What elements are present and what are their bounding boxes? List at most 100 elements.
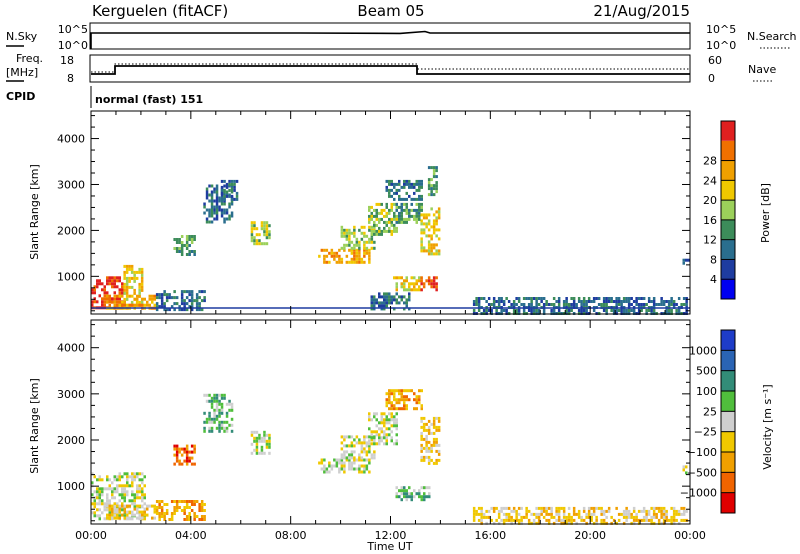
power-echo-cell	[420, 219, 423, 223]
power-echo-cell	[190, 296, 194, 300]
power-echo-cell	[547, 303, 551, 306]
velocity-echo-cell	[230, 405, 234, 409]
power-echo-cell	[400, 285, 403, 289]
velocity-echo-cell	[408, 495, 411, 499]
power-echo-cell	[180, 235, 184, 238]
velocity-echo-cell	[121, 502, 124, 506]
power-echo-cell	[151, 294, 154, 298]
velocity-echo-cell	[375, 412, 378, 416]
velocity-echo-region	[682, 465, 688, 475]
velocity-echo-cell	[121, 475, 124, 479]
velocity-echo-cell	[173, 447, 176, 451]
velocity-echo-cell	[425, 422, 428, 426]
power-echo-cell	[108, 300, 111, 304]
power-echo-cell	[378, 232, 381, 236]
velocity-echo-cell	[422, 416, 426, 420]
velocity-echo-cell	[193, 518, 196, 521]
power-echo-cell	[585, 303, 588, 306]
nsearch-label: N.Search	[747, 30, 797, 43]
velocity-echo-cell	[373, 436, 376, 440]
power-echo-cell	[385, 179, 388, 183]
power-echo-cell	[537, 303, 541, 306]
velocity-echo-cell	[143, 502, 146, 506]
power-echo-cell	[405, 276, 408, 280]
power-echo-cell	[627, 300, 631, 303]
power-echo-cell	[358, 243, 361, 247]
velocity-echo-cell	[388, 421, 391, 425]
velocity-echo-cell	[390, 424, 393, 428]
power-echo-cell	[130, 300, 134, 304]
power-echo-cell	[136, 297, 139, 301]
velocity-echo-cell	[373, 415, 376, 419]
velocity-echo-cell	[422, 422, 426, 426]
velocity-echo-cell	[590, 512, 593, 516]
velocity-echo-cell	[151, 516, 154, 520]
power-echo-cell	[437, 210, 441, 214]
power-echo-cell	[130, 267, 134, 271]
power-echo-cell	[148, 294, 151, 298]
velocity-echo-cell	[472, 512, 476, 516]
power-echo-cell	[208, 199, 211, 203]
velocity-echo-cell	[420, 446, 423, 450]
velocity-echo-cell	[155, 500, 159, 503]
velocity-echo-cell	[375, 442, 378, 446]
power-echo-cell	[662, 303, 666, 306]
power-echo-cell	[121, 300, 124, 304]
power-echo-cell	[368, 228, 371, 232]
velocity-echo-cell	[475, 512, 478, 516]
velocity-echo-cell	[565, 515, 568, 519]
power-echo-cell	[235, 179, 239, 183]
velocity-echo-cell	[597, 506, 601, 510]
velocity-echo-cell	[113, 496, 116, 500]
velocity-echo-cell	[592, 506, 596, 510]
power-echo-cell	[225, 208, 229, 212]
velocity-echo-cell	[672, 509, 676, 513]
power-echo-cell	[360, 225, 364, 229]
velocity-echo-cell	[173, 500, 176, 503]
power-echo-cell	[385, 295, 388, 299]
power-echo-cell	[203, 296, 206, 300]
velocity-echo-cell	[183, 509, 186, 512]
power-echo-cell	[615, 300, 618, 303]
velocity-echo-cell	[250, 433, 254, 437]
power-echo-cell	[235, 191, 239, 195]
power-echo-cell	[427, 222, 431, 226]
velocity-echo-cell	[255, 439, 259, 443]
power-echo-cell	[200, 308, 204, 312]
velocity-echo-cell	[155, 506, 159, 509]
velocity-echo-cell	[562, 518, 566, 522]
velocity-echo-cell	[405, 404, 408, 408]
power-echo-cell	[492, 297, 496, 300]
velocity-echo-cell	[383, 433, 386, 437]
power-echo-cell	[437, 228, 441, 232]
power-colorbar-swatch	[721, 140, 735, 161]
power-echo-cell	[160, 299, 164, 303]
power-echo-cell	[136, 294, 139, 298]
velocity-echo-cell	[348, 453, 351, 457]
velocity-echo-cell	[141, 490, 144, 494]
power-echo-cell	[517, 300, 521, 303]
velocity-echo-cell	[510, 515, 513, 519]
power-echo-cell	[363, 234, 366, 238]
power-echo-cell	[400, 282, 403, 286]
power-echo-cell	[557, 300, 561, 303]
velocity-echo-cell	[655, 506, 658, 510]
power-echo-cell	[400, 202, 403, 206]
power-echo-cell	[373, 225, 376, 229]
power-echo-cell	[390, 295, 393, 299]
power-echo-cell	[185, 244, 189, 247]
power-echo-cell	[140, 300, 144, 304]
velocity-echo-cell	[126, 504, 129, 508]
power-echo-cell	[355, 240, 359, 244]
velocity-colorbar-swatch	[721, 431, 735, 452]
velocity-echo-cell	[228, 402, 231, 406]
power-echo-cell	[173, 290, 176, 294]
power-echo-cell	[253, 236, 256, 240]
power-echo-cell	[345, 228, 349, 232]
velocity-echo-cell	[203, 503, 206, 506]
velocity-echo-cell	[220, 396, 224, 400]
velocity-echo-cell	[380, 418, 383, 422]
power-echo-cell	[250, 233, 254, 237]
power-echo-cell	[141, 303, 144, 307]
power-echo-cell	[91, 300, 94, 304]
